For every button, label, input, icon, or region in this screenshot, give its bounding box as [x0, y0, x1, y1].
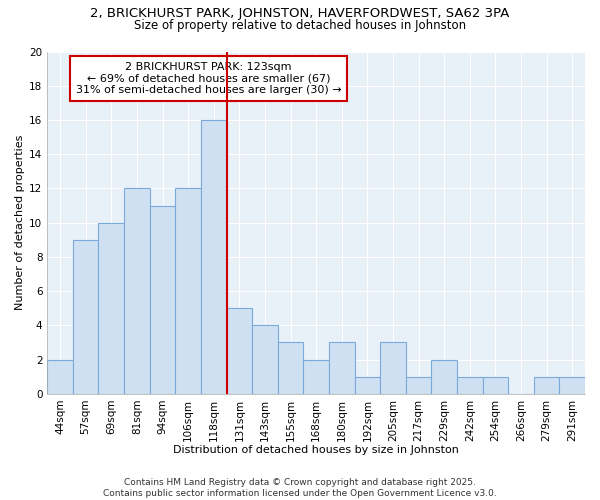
Bar [252, 326, 278, 394]
Text: Size of property relative to detached houses in Johnston: Size of property relative to detached ho… [134, 19, 466, 32]
Bar [534, 376, 559, 394]
Bar [482, 376, 508, 394]
Text: 2 BRICKHURST PARK: 123sqm
← 69% of detached houses are smaller (67)
31% of semi-: 2 BRICKHURST PARK: 123sqm ← 69% of detac… [76, 62, 341, 95]
Bar [227, 308, 252, 394]
Bar [355, 376, 380, 394]
Bar [175, 188, 201, 394]
Bar [559, 376, 585, 394]
X-axis label: Distribution of detached houses by size in Johnston: Distribution of detached houses by size … [173, 445, 459, 455]
Bar [73, 240, 98, 394]
Bar [201, 120, 227, 394]
Bar [150, 206, 175, 394]
Bar [47, 360, 73, 394]
Text: Contains HM Land Registry data © Crown copyright and database right 2025.
Contai: Contains HM Land Registry data © Crown c… [103, 478, 497, 498]
Bar [278, 342, 304, 394]
Text: 2, BRICKHURST PARK, JOHNSTON, HAVERFORDWEST, SA62 3PA: 2, BRICKHURST PARK, JOHNSTON, HAVERFORDW… [91, 8, 509, 20]
Bar [98, 222, 124, 394]
Y-axis label: Number of detached properties: Number of detached properties [15, 135, 25, 310]
Bar [431, 360, 457, 394]
Bar [304, 360, 329, 394]
Bar [380, 342, 406, 394]
Bar [457, 376, 482, 394]
Bar [329, 342, 355, 394]
Bar [124, 188, 150, 394]
Bar [406, 376, 431, 394]
